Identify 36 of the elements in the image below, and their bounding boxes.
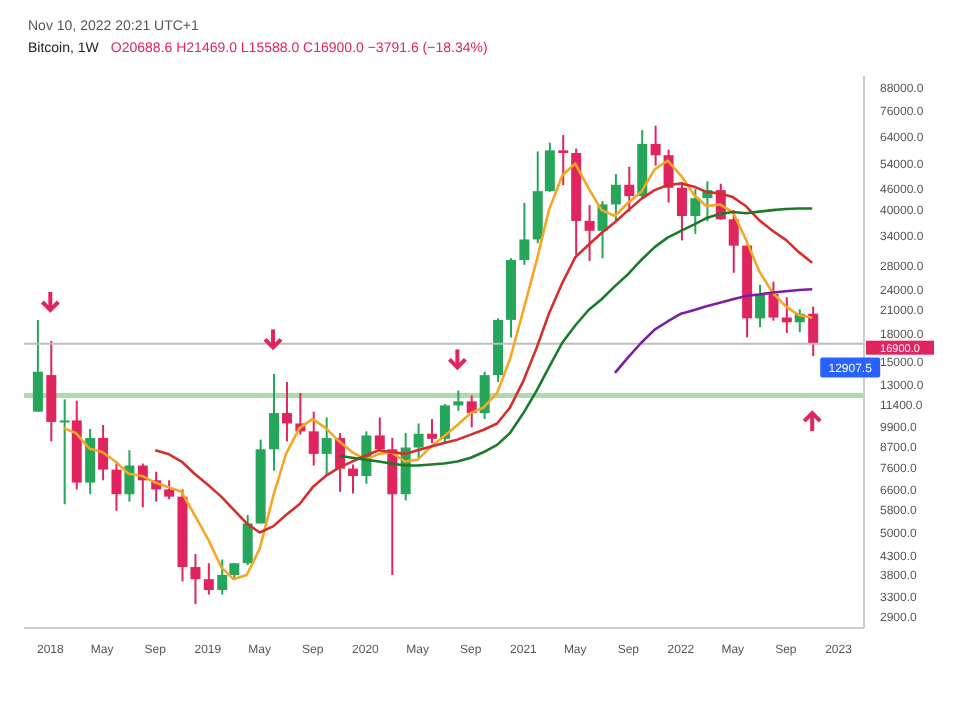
candlestick [374, 416, 385, 453]
candlestick [190, 553, 201, 606]
candlestick [308, 410, 319, 467]
candlestick [453, 389, 464, 412]
candlestick [281, 380, 292, 443]
candlestick [558, 134, 569, 187]
candlestick [348, 463, 359, 495]
line-series [613, 287, 814, 375]
candlestick [755, 283, 766, 329]
candlestick [269, 372, 280, 472]
candlestick [413, 422, 424, 459]
candlestick [164, 479, 175, 501]
candlestick [32, 318, 43, 413]
candlestick [439, 403, 450, 444]
candlestick [584, 204, 595, 263]
candlestick [98, 424, 109, 482]
candlestick [728, 209, 739, 274]
candlestick [85, 427, 96, 496]
candlestick [479, 370, 490, 420]
candlestick [544, 141, 555, 193]
candlestick [519, 201, 530, 266]
candlestick [690, 188, 701, 235]
candlestick [768, 280, 779, 322]
candlestick [650, 124, 661, 167]
candlestick [59, 398, 70, 506]
candlestick [242, 513, 253, 567]
candlestick [610, 172, 621, 222]
candlestick [203, 562, 214, 596]
candlestick [111, 462, 122, 512]
candlestick [427, 417, 438, 445]
candlestick [624, 165, 635, 213]
candlestick [676, 180, 687, 242]
candlestick [217, 558, 228, 596]
candlestick [321, 416, 332, 475]
candlestick [46, 339, 57, 443]
candlestick [808, 305, 819, 358]
